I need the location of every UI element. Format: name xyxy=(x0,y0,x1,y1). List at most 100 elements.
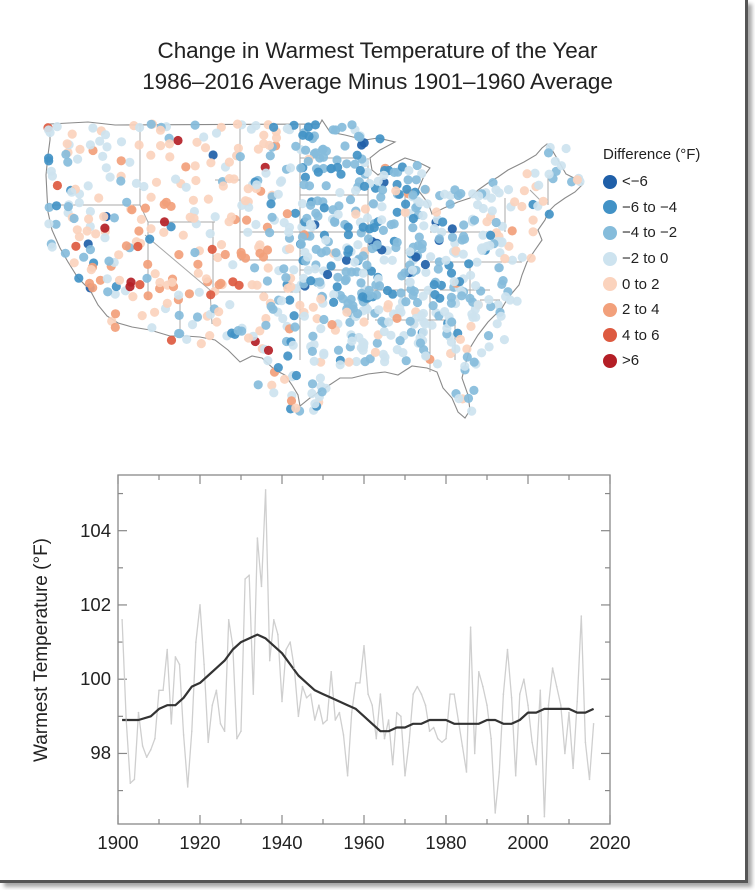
station-dot xyxy=(303,156,313,166)
annual-data-point xyxy=(297,715,300,718)
annual-data-point xyxy=(318,704,320,706)
annual-data-point xyxy=(510,697,513,699)
station-dot xyxy=(492,319,502,329)
station-dot xyxy=(296,163,306,173)
station-dot xyxy=(298,130,308,140)
station-dot xyxy=(232,119,243,129)
station-dot xyxy=(286,396,297,406)
legend-item: 4 to 6 xyxy=(603,323,700,349)
station-dot xyxy=(208,150,218,160)
station-dot xyxy=(155,277,165,288)
station-dot xyxy=(308,331,318,341)
station-dot xyxy=(285,295,295,305)
station-dot xyxy=(205,331,215,341)
station-dot xyxy=(561,143,571,154)
station-dot xyxy=(447,224,457,234)
station-dot xyxy=(255,326,265,336)
station-dot xyxy=(128,292,138,302)
station-dot xyxy=(392,313,402,323)
station-dot xyxy=(82,226,92,236)
station-dot xyxy=(194,287,204,297)
annual-data-point xyxy=(588,778,591,781)
station-dot xyxy=(321,181,331,191)
station-dot xyxy=(528,227,538,237)
station-dot xyxy=(94,193,104,203)
station-dot xyxy=(291,403,301,413)
annual-data-point xyxy=(580,615,583,617)
annual-data-point xyxy=(383,737,386,740)
station-dot xyxy=(321,235,331,245)
station-dot xyxy=(73,154,83,164)
station-dot xyxy=(319,314,329,325)
station-dot xyxy=(288,340,298,350)
station-dot xyxy=(159,199,169,209)
station-dot xyxy=(396,288,406,298)
annual-data-point xyxy=(326,719,328,721)
annual-data-point xyxy=(437,737,439,740)
station-dot xyxy=(95,275,105,285)
y-tick-label: 98 xyxy=(90,742,111,764)
station-dot xyxy=(362,167,372,177)
station-dot xyxy=(464,259,474,269)
station-dot xyxy=(156,141,166,151)
station-dot xyxy=(572,175,583,185)
station-dot xyxy=(285,244,295,254)
station-dot xyxy=(447,317,457,327)
station-dot xyxy=(401,356,411,366)
station-dot xyxy=(504,241,514,251)
annual-data-point xyxy=(453,693,456,695)
station-dot xyxy=(199,132,209,142)
station-dot xyxy=(507,255,517,265)
annual-data-point xyxy=(125,719,127,721)
station-dot xyxy=(412,297,423,308)
annual-data-point xyxy=(334,719,337,721)
station-dot xyxy=(462,344,472,354)
station-dot xyxy=(266,301,276,311)
station-dot xyxy=(400,207,410,217)
station-dot xyxy=(378,225,388,235)
station-dot xyxy=(469,385,479,395)
station-dot xyxy=(386,330,396,340)
station-dot xyxy=(440,189,450,199)
annual-data-point xyxy=(289,641,292,643)
station-dot xyxy=(146,119,156,129)
station-dot xyxy=(405,247,415,257)
station-dot xyxy=(329,289,339,300)
station-dot xyxy=(362,213,373,223)
station-dot xyxy=(465,293,475,303)
station-dot xyxy=(189,213,199,223)
station-dot xyxy=(206,290,216,300)
station-dot xyxy=(102,274,112,284)
station-dot xyxy=(445,199,455,209)
annual-data-point xyxy=(519,693,521,695)
annual-data-point xyxy=(305,697,308,699)
station-dot xyxy=(433,264,443,274)
station-dot xyxy=(421,351,431,361)
station-dot xyxy=(512,296,522,306)
station-dot xyxy=(307,388,317,399)
station-dot xyxy=(233,143,243,153)
station-dot xyxy=(333,209,343,220)
station-dot xyxy=(423,285,433,295)
station-dot xyxy=(267,380,277,390)
annual-data-point xyxy=(506,648,509,651)
station-dot xyxy=(400,268,410,278)
station-dot xyxy=(556,161,567,171)
station-dot xyxy=(243,333,254,343)
annual-data-point xyxy=(494,812,497,814)
station-dot xyxy=(317,387,327,397)
station-dot xyxy=(52,122,62,132)
station-dot xyxy=(403,175,413,185)
annual-data-point xyxy=(592,723,595,725)
x-tick-label: 2020 xyxy=(589,832,631,853)
station-dot xyxy=(415,198,425,208)
station-dot xyxy=(477,348,487,358)
legend-item: −4 to −2 xyxy=(603,220,700,246)
station-dot xyxy=(299,311,309,321)
annual-data-point xyxy=(207,741,209,744)
station-dot xyxy=(389,167,399,177)
legend-swatch-icon xyxy=(603,225,617,240)
station-dot xyxy=(358,292,368,302)
station-dot xyxy=(306,276,316,286)
annual-data-point xyxy=(535,763,537,766)
